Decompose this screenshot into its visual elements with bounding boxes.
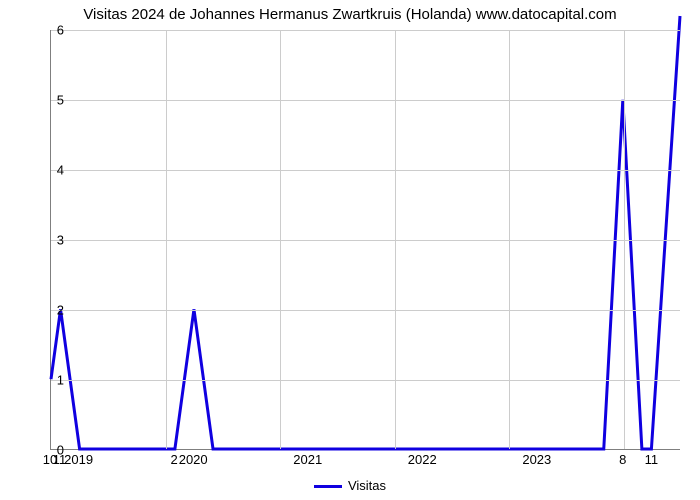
x-tick-label: 11 [645, 452, 659, 467]
y-tick-label: 4 [44, 163, 64, 178]
y-tick-label: 6 [44, 23, 64, 38]
gridline-h [51, 380, 680, 381]
gridline-h [51, 310, 680, 311]
gridline-h [51, 30, 680, 31]
gridline-v [509, 30, 510, 449]
x-tick-label: 2021 [293, 452, 322, 467]
x-tick-label: 2 [170, 452, 177, 467]
x-tick-label: 2019 [64, 452, 93, 467]
gridline-h [51, 170, 680, 171]
gridline-h [51, 100, 680, 101]
y-tick-label: 5 [44, 93, 64, 108]
x-tick-label: 8 [619, 452, 626, 467]
x-tick-label: 2023 [522, 452, 551, 467]
gridline-v [624, 30, 625, 449]
gridline-h [51, 240, 680, 241]
legend-swatch [314, 485, 342, 488]
gridline-v [280, 30, 281, 449]
legend-label: Visitas [348, 478, 386, 493]
x-tick-label: 2020 [179, 452, 208, 467]
gridline-v [395, 30, 396, 449]
x-tick-label: 2022 [408, 452, 437, 467]
gridline-v [166, 30, 167, 449]
legend: Visitas [0, 478, 700, 493]
chart-title: Visitas 2024 de Johannes Hermanus Zwartk… [0, 6, 700, 23]
y-tick-label: 3 [44, 233, 64, 248]
visits-chart: Visitas 2024 de Johannes Hermanus Zwartk… [0, 0, 700, 500]
y-tick-label: 2 [44, 303, 64, 318]
y-tick-label: 1 [44, 373, 64, 388]
plot-area [50, 30, 680, 450]
